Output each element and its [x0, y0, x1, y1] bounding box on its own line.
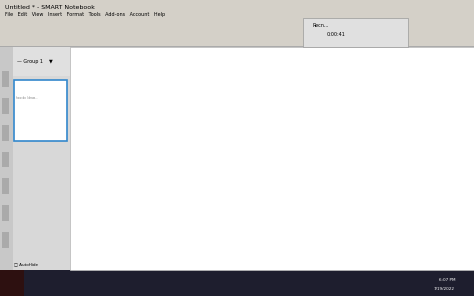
Text: $t$: $t$ [410, 147, 420, 165]
Text: $-$: $-$ [372, 121, 391, 145]
Text: 1.: 1. [83, 115, 113, 143]
Text: $H$: $H$ [404, 107, 420, 126]
Text: 7/19/2022: 7/19/2022 [434, 287, 455, 292]
Text: $C_2H_5$: $C_2H_5$ [118, 120, 175, 146]
Text: □ AutoHide: □ AutoHide [14, 262, 37, 266]
Text: $CH_3$: $CH_3$ [297, 120, 342, 146]
Text: — Group 1    ▼: — Group 1 ▼ [18, 59, 53, 64]
Text: $O$: $O$ [386, 121, 406, 145]
Text: Untitled * - SMART Notebook: Untitled * - SMART Notebook [5, 5, 95, 10]
Text: $OH$: $OH$ [173, 121, 211, 145]
Text: File   Edit   View   Insert   Format   Tools   Add-ons   Account   Help: File Edit View Insert Format Tools Add-o… [5, 12, 165, 17]
Text: how do I draw...: how do I draw... [17, 96, 38, 100]
Text: how do I draw the SN2 mechanism for the formation of bromoethane from ethanol: how do I draw the SN2 mechanism for the … [79, 68, 370, 74]
Text: $(H_2$: $(H_2$ [336, 119, 374, 147]
Text: ✒: ✒ [406, 235, 418, 249]
Text: $H^+$: $H^+$ [191, 81, 221, 102]
Text: 6:07 PM: 6:07 PM [438, 278, 455, 282]
Text: Recn...: Recn... [313, 23, 329, 28]
Text: 0:00:41: 0:00:41 [327, 32, 346, 36]
